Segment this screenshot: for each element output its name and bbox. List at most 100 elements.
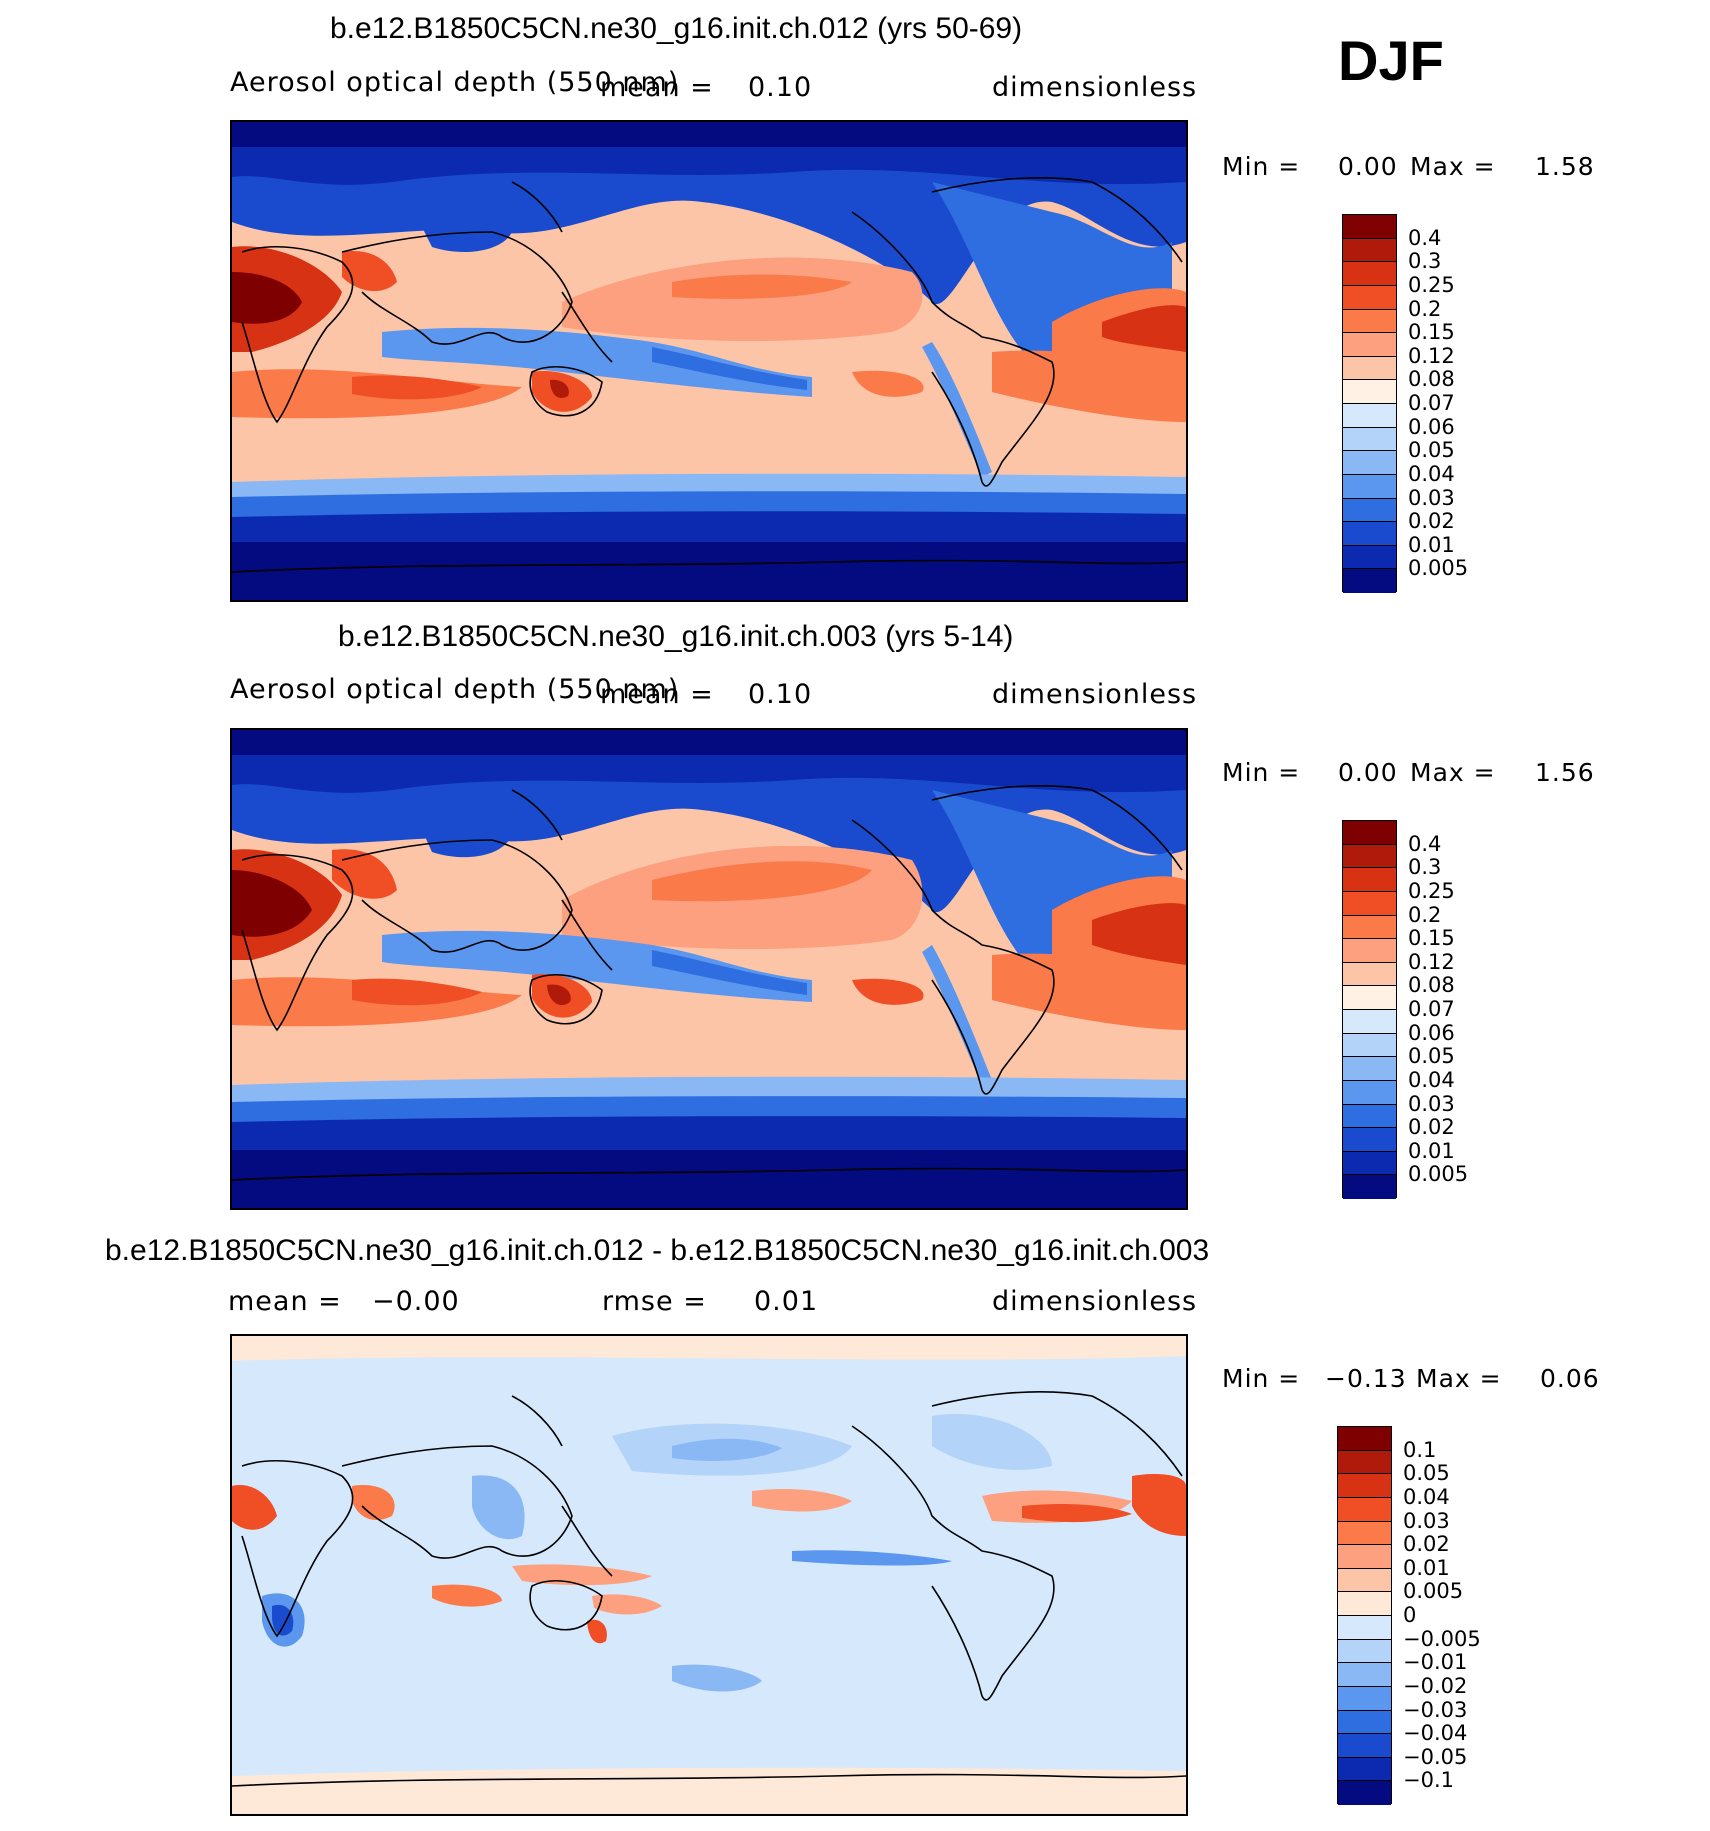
colorbar-label: −0.01 xyxy=(1403,1650,1468,1675)
colorbar-label: 0.1 xyxy=(1403,1437,1437,1462)
colorbar-box xyxy=(1343,1104,1396,1129)
panel-3-colorbar xyxy=(1337,1426,1392,1805)
colorbar-box xyxy=(1343,498,1396,523)
colorbar-box xyxy=(1338,1639,1391,1664)
colorbar-box xyxy=(1338,1568,1391,1593)
colorbar-box xyxy=(1343,962,1396,987)
colorbar-box xyxy=(1338,1663,1391,1687)
panel-3-mean-value: −0.00 xyxy=(372,1286,460,1317)
colorbar-label: 0.3 xyxy=(1408,249,1442,274)
panel-1-max-label: Max = xyxy=(1410,152,1496,181)
colorbar-label: −0.03 xyxy=(1403,1697,1468,1722)
colorbar-box xyxy=(1343,939,1396,963)
panel-1-variable: Aerosol optical depth (550 nm) xyxy=(230,67,680,98)
colorbar-box xyxy=(1343,1033,1396,1058)
colorbar-box xyxy=(1338,1427,1391,1451)
colorbar-label: −0.05 xyxy=(1403,1744,1468,1769)
colorbar-box xyxy=(1343,1080,1396,1105)
colorbar-box xyxy=(1343,474,1396,499)
panel-1-title: b.e12.B1850C5CN.ne30_g16.init.ch.012 (yr… xyxy=(330,12,1023,45)
colorbar-box xyxy=(1338,1497,1391,1522)
colorbar-label: 0.005 xyxy=(1403,1579,1464,1604)
colorbar-box xyxy=(1338,1616,1391,1640)
panel-1-mean-value: 0.10 xyxy=(748,72,813,103)
colorbar-box xyxy=(1343,821,1396,845)
panel-3-rmse-label: rmse = xyxy=(602,1286,707,1317)
colorbar-label: −0.1 xyxy=(1403,1768,1454,1793)
panel-3-max-label: Max = xyxy=(1416,1364,1502,1393)
panel-2-mean-label: mean = xyxy=(600,679,714,710)
colorbar-box xyxy=(1343,380,1396,404)
colorbar-label: 0.03 xyxy=(1403,1508,1450,1533)
panel-1-min-value: 0.00 xyxy=(1338,152,1398,181)
colorbar-label: −0.02 xyxy=(1403,1673,1468,1698)
colorbar-label: 0.12 xyxy=(1408,343,1455,368)
colorbar-label: 0.005 xyxy=(1408,556,1469,581)
colorbar-label: 0.05 xyxy=(1403,1461,1450,1486)
panel-2-max-label: Max = xyxy=(1410,758,1496,787)
colorbar-label: 0.01 xyxy=(1408,532,1455,557)
colorbar-box xyxy=(1338,1521,1391,1546)
colorbar-label: −0.005 xyxy=(1403,1626,1481,1651)
panel-1-min-label: Min = xyxy=(1222,152,1301,181)
colorbar-label: 0.12 xyxy=(1408,949,1455,974)
colorbar-label: 0.04 xyxy=(1408,1067,1455,1092)
panel-3-max-value: 0.06 xyxy=(1540,1364,1600,1393)
panel-3-rmse-value: 0.01 xyxy=(754,1286,819,1317)
panel-2-mean-value: 0.10 xyxy=(748,679,813,710)
colorbar-box xyxy=(1343,1057,1396,1081)
panel-2-min-label: Min = xyxy=(1222,758,1301,787)
colorbar-box xyxy=(1343,309,1396,334)
colorbar-label: 0.2 xyxy=(1408,296,1442,321)
panel-1-mean-label: mean = xyxy=(600,72,714,103)
colorbar-label: 0.08 xyxy=(1408,367,1455,392)
panel-1-colorbar xyxy=(1342,214,1397,593)
colorbar-label: 0.07 xyxy=(1408,997,1455,1021)
colorbar-label: 0.07 xyxy=(1408,391,1455,415)
colorbar-box xyxy=(1343,238,1396,263)
colorbar-box xyxy=(1338,1710,1391,1735)
colorbar-box xyxy=(1343,262,1396,286)
colorbar-label: 0.01 xyxy=(1403,1555,1450,1580)
panel-3-units: dimensionless xyxy=(992,1286,1198,1317)
colorbar-box xyxy=(1343,1175,1396,1199)
panel-3-min-label: Min = xyxy=(1222,1364,1301,1393)
colorbar-box xyxy=(1338,1450,1391,1475)
colorbar-label: 0.15 xyxy=(1408,320,1455,345)
colorbar-label: 0.25 xyxy=(1408,878,1455,903)
colorbar-label: 0.4 xyxy=(1408,831,1442,856)
season-label: DJF xyxy=(1338,29,1444,92)
colorbar-box xyxy=(1343,1128,1396,1152)
colorbar-box xyxy=(1343,844,1396,869)
colorbar-label: 0.03 xyxy=(1408,1091,1455,1116)
colorbar-box xyxy=(1338,1592,1391,1616)
panel-3-min-value: −0.13 xyxy=(1325,1364,1407,1393)
colorbar-box xyxy=(1343,569,1396,593)
colorbar-label: 0.4 xyxy=(1408,225,1442,250)
colorbar-box xyxy=(1343,986,1396,1010)
panel-3-map xyxy=(230,1334,1188,1816)
colorbar-box xyxy=(1338,1734,1391,1758)
colorbar-label: 0.05 xyxy=(1408,438,1455,463)
colorbar-label: 0.04 xyxy=(1403,1484,1450,1509)
colorbar-label: 0.2 xyxy=(1408,902,1442,927)
colorbar-box xyxy=(1343,1151,1396,1176)
colorbar-label: 0.02 xyxy=(1408,509,1455,534)
colorbar-label: 0.01 xyxy=(1408,1138,1455,1163)
colorbar-box xyxy=(1343,451,1396,475)
panel-3-mean-label: mean = xyxy=(228,1286,342,1317)
colorbar-label: 0.005 xyxy=(1408,1162,1469,1187)
colorbar-box xyxy=(1343,1010,1396,1034)
colorbar-label: 0.02 xyxy=(1408,1115,1455,1140)
colorbar-box xyxy=(1343,215,1396,239)
colorbar-label: 0.06 xyxy=(1408,1020,1455,1045)
colorbar-box xyxy=(1343,404,1396,428)
colorbar-box xyxy=(1338,1781,1391,1805)
colorbar-label: 0.3 xyxy=(1408,855,1442,880)
colorbar-box xyxy=(1338,1545,1391,1569)
colorbar-box xyxy=(1338,1474,1391,1498)
colorbar-label: 0.25 xyxy=(1408,272,1455,297)
panel-2-min-value: 0.00 xyxy=(1338,758,1398,787)
panel-2-title: b.e12.B1850C5CN.ne30_g16.init.ch.003 (yr… xyxy=(338,620,1014,653)
colorbar-box xyxy=(1343,427,1396,452)
